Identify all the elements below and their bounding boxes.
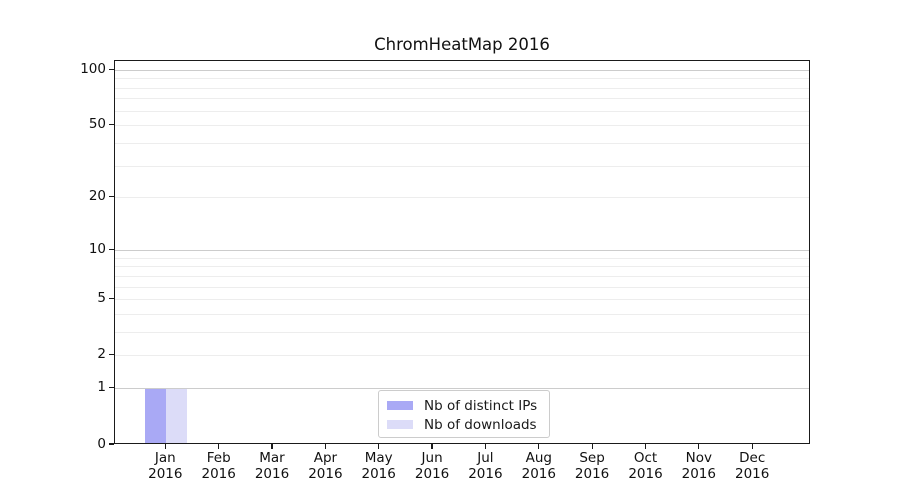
x-axis-year-label: 2016 bbox=[628, 465, 663, 482]
y-axis-tick-label: 0 bbox=[97, 435, 106, 452]
x-axis-month-label: Jul bbox=[477, 450, 494, 466]
x-axis-tick-label: Sep 2016 bbox=[560, 450, 624, 482]
x-axis-tick-mark bbox=[164, 444, 166, 449]
x-axis-tick-mark bbox=[698, 444, 700, 449]
x-axis-tick-label: Dec 2016 bbox=[720, 450, 784, 482]
gridline-minor bbox=[115, 275, 809, 277]
legend-item: Nb of downloads bbox=[379, 415, 549, 434]
gridline-minor bbox=[115, 313, 809, 315]
chart-title: ChromHeatMap 2016 bbox=[374, 35, 550, 54]
x-axis-month-label: Sep bbox=[579, 450, 605, 466]
x-axis-year-label: 2016 bbox=[254, 465, 290, 482]
x-axis-year-label: 2016 bbox=[574, 465, 610, 482]
x-axis-year-label: 2016 bbox=[414, 465, 450, 482]
legend-item: Nb of distinct IPs bbox=[379, 396, 549, 415]
gridline-minor bbox=[115, 266, 809, 268]
y-axis-tick-label: 100 bbox=[80, 60, 106, 77]
x-axis-tick-label: Oct 2016 bbox=[614, 450, 678, 482]
x-axis-tick-label: May 2016 bbox=[347, 450, 411, 482]
gridline-minor bbox=[115, 78, 809, 80]
x-axis-tick-label: Nov 2016 bbox=[667, 450, 731, 482]
x-axis-month-label: Jan bbox=[154, 450, 176, 466]
y-axis-tick-label: 2 bbox=[97, 346, 106, 363]
y-axis-tick-label: 20 bbox=[88, 188, 106, 205]
legend-label: Nb of downloads bbox=[424, 416, 537, 433]
gridline-minor bbox=[115, 197, 809, 199]
gridline-minor bbox=[115, 332, 809, 333]
gridline-minor bbox=[115, 110, 809, 112]
gridline-minor bbox=[115, 286, 809, 288]
gridline-minor bbox=[115, 143, 809, 144]
y-axis-tick-label: 5 bbox=[97, 290, 106, 306]
bar-distinct-ips bbox=[145, 388, 167, 443]
x-axis-tick-mark bbox=[591, 444, 593, 449]
x-axis-tick-label: Apr 2016 bbox=[293, 450, 357, 482]
x-axis-year-label: 2016 bbox=[521, 465, 556, 482]
x-axis-tick-label: Jul 2016 bbox=[453, 450, 517, 482]
x-axis-tick-label: Mar 2016 bbox=[240, 450, 304, 482]
y-axis-tick-label: 1 bbox=[97, 379, 106, 396]
legend-label: Nb of distinct IPs bbox=[424, 397, 538, 414]
x-axis-tick-mark bbox=[218, 444, 220, 449]
x-axis-year-label: 2016 bbox=[681, 465, 716, 482]
gridline-minor bbox=[115, 125, 809, 127]
gridline-major bbox=[115, 249, 809, 251]
x-axis-tick-label: Feb 2016 bbox=[187, 450, 251, 482]
gridline-minor bbox=[115, 257, 809, 259]
y-axis-tick-mark bbox=[109, 124, 114, 126]
x-axis-month-label: Dec bbox=[739, 450, 766, 466]
x-axis-year-label: 2016 bbox=[201, 465, 236, 482]
legend-swatch bbox=[387, 400, 413, 411]
x-axis-month-label: Jun bbox=[421, 450, 443, 466]
x-axis-month-label: Nov bbox=[685, 450, 712, 466]
x-axis-month-label: Oct bbox=[633, 450, 658, 466]
gridline-major bbox=[115, 69, 809, 71]
x-axis-tick-label: Aug 2016 bbox=[507, 450, 571, 482]
x-axis-month-label: Apr bbox=[313, 450, 338, 466]
x-axis-year-label: 2016 bbox=[735, 465, 770, 482]
x-axis-tick-mark bbox=[484, 444, 486, 449]
x-axis-tick-label: Jun 2016 bbox=[400, 450, 464, 482]
gridline-minor bbox=[115, 87, 809, 89]
y-axis-tick-label: 50 bbox=[88, 116, 106, 133]
legend-swatch bbox=[387, 419, 413, 430]
x-axis-year-label: 2016 bbox=[308, 465, 343, 482]
x-axis-tick-mark bbox=[431, 444, 433, 449]
y-axis-tick-label: 10 bbox=[88, 240, 106, 257]
x-axis-tick-mark bbox=[644, 444, 647, 449]
y-axis-tick-mark bbox=[109, 68, 114, 70]
x-axis-year-label: 2016 bbox=[468, 465, 503, 482]
x-axis-year-label: 2016 bbox=[148, 465, 183, 482]
x-axis-tick-mark bbox=[751, 444, 753, 449]
gridline-major bbox=[115, 388, 809, 390]
bar-downloads bbox=[166, 388, 188, 443]
legend: Nb of distinct IPs Nb of downloads bbox=[378, 390, 550, 438]
x-axis-tick-mark bbox=[378, 444, 380, 449]
gridline-minor bbox=[115, 98, 809, 100]
y-axis-tick-mark bbox=[109, 196, 114, 198]
x-axis-year-label: 2016 bbox=[361, 465, 396, 482]
gridline-minor bbox=[115, 165, 809, 167]
x-axis-month-label: Aug bbox=[525, 450, 552, 466]
gridline-minor bbox=[115, 355, 809, 357]
y-axis-tick-mark bbox=[109, 443, 114, 445]
x-axis-tick-mark bbox=[538, 444, 540, 449]
x-axis-tick-label: Jan 2016 bbox=[133, 450, 197, 482]
x-axis-month-label: Feb bbox=[206, 450, 231, 466]
gridline-minor bbox=[115, 299, 809, 300]
x-axis-tick-mark bbox=[324, 444, 326, 449]
y-axis-tick-mark bbox=[109, 297, 114, 300]
y-axis-tick-mark bbox=[109, 354, 114, 356]
x-axis-month-label: May bbox=[364, 450, 393, 466]
plot-area bbox=[114, 59, 810, 444]
y-axis-tick-mark bbox=[109, 248, 114, 250]
y-axis-tick-mark bbox=[109, 387, 114, 389]
x-axis-month-label: Mar bbox=[259, 450, 285, 466]
x-axis-tick-mark bbox=[271, 444, 273, 449]
